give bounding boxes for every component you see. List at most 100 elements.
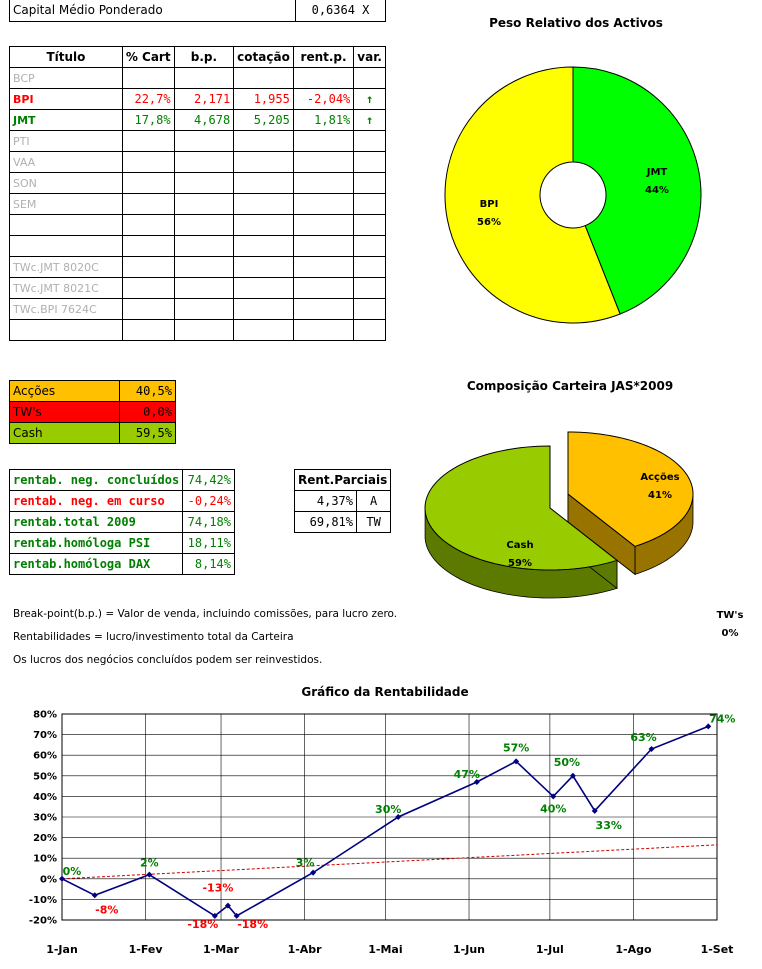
holding-name: JMT (10, 110, 123, 131)
holding-quote (234, 278, 294, 299)
returns-table: rentab. neg. concluídos 74,42% rentab. neg… (9, 469, 235, 575)
y-tick-label: 20% (33, 833, 57, 844)
holding-rent (293, 194, 353, 215)
holding-name: TWc.JMT 8020C (10, 257, 123, 278)
holding-rent (293, 68, 353, 89)
return-label: rentab. neg. em curso (10, 491, 183, 512)
y-tick-label: -20% (29, 916, 57, 927)
return-row: rentab. neg. concluídos 74,42% (10, 470, 235, 491)
x-tick-label: 1-Set (701, 943, 734, 956)
header-bp: b.p. (174, 47, 234, 68)
pie2-label-name: Acções (640, 472, 679, 483)
y-tick-label: 10% (33, 854, 57, 865)
header-titulo: Título (10, 47, 123, 68)
capital-table: Capital Médio Ponderado 0,6364 X (9, 0, 386, 22)
holding-var (354, 194, 386, 215)
holding-var (354, 236, 386, 257)
holding-quote (234, 236, 294, 257)
pie1-title: Peso Relativo dos Activos (489, 16, 663, 30)
holding-quote (234, 152, 294, 173)
holding-bp (174, 68, 234, 89)
holding-var (354, 257, 386, 278)
holding-quote (234, 215, 294, 236)
holding-var: ↑ (354, 110, 386, 131)
y-tick-label: 50% (33, 771, 57, 782)
holding-quote (234, 131, 294, 152)
partial-value: 69,81% (295, 512, 357, 533)
holding-rent (293, 215, 353, 236)
return-value: -0,24% (183, 491, 235, 512)
holding-name (10, 236, 123, 257)
allocation-value: 40,5% (120, 381, 176, 402)
holding-var (354, 278, 386, 299)
holding-var (354, 215, 386, 236)
pie1-label-name: BPI (480, 199, 499, 210)
holding-row (10, 215, 386, 236)
holding-bp (174, 236, 234, 257)
holding-pct (122, 173, 174, 194)
allocation-label: Acções (10, 381, 120, 402)
holding-rent (293, 278, 353, 299)
x-tick-label: 1-Jul (536, 943, 564, 956)
holding-pct: 17,8% (122, 110, 174, 131)
data-label: 74% (709, 712, 735, 725)
holding-quote: 1,955 (234, 89, 294, 110)
partial-row: 4,37% A (295, 491, 391, 512)
holding-bp (174, 257, 234, 278)
data-label: 50% (554, 756, 580, 769)
allocation-row: Cash 59,5% (10, 423, 176, 444)
header-rent: rent.p. (293, 47, 353, 68)
holding-rent (293, 236, 353, 257)
holding-pct (122, 236, 174, 257)
holding-name (10, 320, 123, 341)
allocation-row: Acções 40,5% (10, 381, 176, 402)
holding-var: ↑ (354, 89, 386, 110)
y-tick-label: 0% (40, 874, 57, 885)
holding-pct (122, 299, 174, 320)
holding-row (10, 236, 386, 257)
holding-pct (122, 278, 174, 299)
return-value: 74,18% (183, 512, 235, 533)
holding-var (354, 68, 386, 89)
holding-quote (234, 68, 294, 89)
partial-tag: A (357, 491, 391, 512)
return-row: rentab. neg. em curso -0,24% (10, 491, 235, 512)
holding-row: PTI (10, 131, 386, 152)
holding-name: BPI (10, 89, 123, 110)
note-rentabilidades: Rentabilidades = lucro/investimento tota… (13, 631, 294, 643)
holding-pct (122, 131, 174, 152)
holding-name: BCP (10, 68, 123, 89)
partial-tag: TW (357, 512, 391, 533)
header-cotacao: cotação (234, 47, 294, 68)
line-chart-title: Gráfico da Rentabilidade (301, 685, 468, 699)
holding-row: VAA (10, 152, 386, 173)
holding-rent: 1,81% (293, 110, 353, 131)
holding-row (10, 320, 386, 341)
holding-name: TWc.BPI 7624C (10, 299, 123, 320)
holding-bp (174, 320, 234, 341)
holding-bp (174, 131, 234, 152)
data-label: 63% (630, 731, 656, 744)
holding-rent (293, 152, 353, 173)
y-tick-label: 80% (33, 710, 57, 721)
holding-name: TWc.JMT 8021C (10, 278, 123, 299)
holding-name: SON (10, 173, 123, 194)
holding-pct: 22,7% (122, 89, 174, 110)
pie2-label-name: Cash (506, 540, 533, 551)
data-label: -13% (202, 882, 233, 895)
holding-bp (174, 278, 234, 299)
capital-value: 0,6364 X (296, 0, 386, 21)
holding-var (354, 173, 386, 194)
return-label: rentab.homóloga PSI (10, 533, 183, 554)
holding-row: JMT 17,8% 4,678 5,205 1,81% ↑ (10, 110, 386, 131)
data-label: -18% (237, 918, 268, 931)
holding-row: SON (10, 173, 386, 194)
data-label: 33% (596, 819, 622, 832)
return-label: rentab.total 2009 (10, 512, 183, 533)
x-tick-label: 1-Mai (368, 943, 402, 956)
holding-pct (122, 194, 174, 215)
y-tick-label: -10% (29, 895, 57, 906)
y-tick-label: 70% (33, 730, 57, 741)
holding-pct (122, 320, 174, 341)
holding-name: PTI (10, 131, 123, 152)
